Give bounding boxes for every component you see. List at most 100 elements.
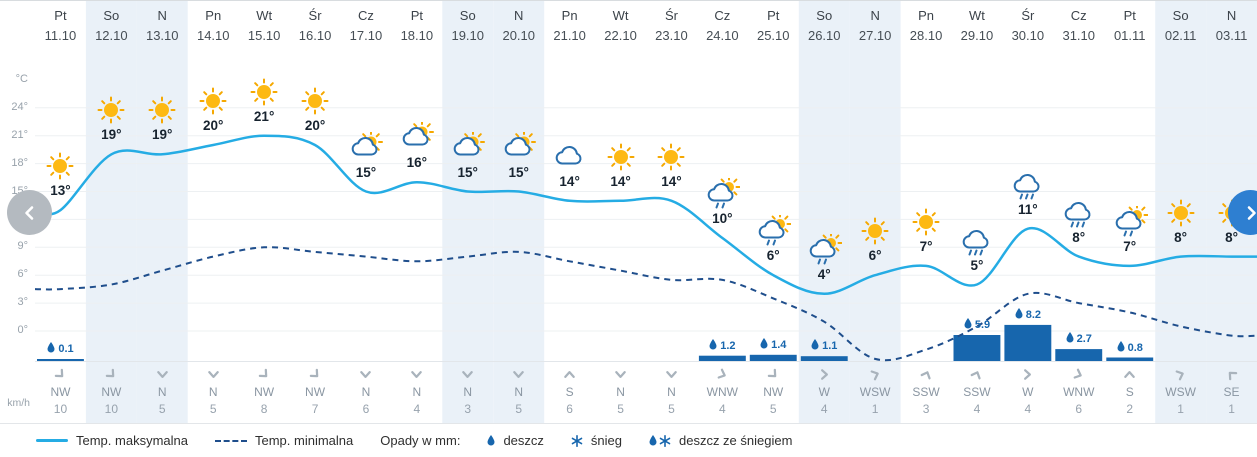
snowflake-icon bbox=[571, 434, 583, 447]
temp-tick-label: 0° bbox=[17, 324, 28, 336]
day-column-01.11[interactable]: Pt 01.11 7° 0.8 S 2 bbox=[1104, 1, 1155, 424]
wind-direction-arrow-icon bbox=[748, 367, 799, 383]
day-name: So bbox=[459, 8, 476, 23]
weather-icon-sun bbox=[1163, 197, 1199, 229]
day-column-23.10[interactable]: Śr 23.10 14° N 5 bbox=[646, 1, 697, 424]
day-column-19.10[interactable]: So 19.10 15° N 3 bbox=[442, 1, 493, 424]
day-column-16.10[interactable]: Śr 16.10 20° NW 7 bbox=[290, 1, 341, 424]
day-date: 12.10 bbox=[95, 28, 128, 43]
day-column-15.10[interactable]: Wt 15.10 21° NW 8 bbox=[239, 1, 290, 424]
day-column-18.10[interactable]: Pt 18.10 16° N 4 bbox=[391, 1, 442, 424]
day-column-20.10[interactable]: N 20.10 15° N 5 bbox=[493, 1, 544, 424]
wind-axis-unit: km/h bbox=[7, 397, 30, 409]
day-column-28.10[interactable]: Pn 28.10 7° SSW 3 bbox=[901, 1, 952, 424]
wind-direction: NW bbox=[254, 385, 275, 399]
next-button[interactable] bbox=[1228, 190, 1257, 235]
wind-speed: 5 bbox=[617, 402, 624, 416]
temp-tick-label: 3° bbox=[17, 296, 28, 309]
wind-direction-arrow-icon bbox=[188, 367, 239, 383]
day-column-27.10[interactable]: N 27.10 6° WSW 1 bbox=[850, 1, 901, 424]
wind-speed: 7 bbox=[311, 402, 319, 416]
temp-max-label: 8° bbox=[1225, 229, 1238, 245]
forecast-chart bbox=[0, 1, 1257, 429]
day-date: 27.10 bbox=[858, 28, 892, 43]
wind-direction-arrow-icon bbox=[646, 367, 697, 383]
day-column-14.10[interactable]: Pn 14.10 20° N 5 bbox=[188, 1, 239, 424]
wind-direction: WNW bbox=[706, 385, 738, 399]
precip-value: 1.4 bbox=[748, 337, 799, 351]
wind-direction-arrow-icon bbox=[239, 367, 290, 383]
wind-direction: NW bbox=[763, 385, 784, 399]
day-column-25.10[interactable]: Pt 25.10 6° 1.4 NW 5 bbox=[748, 1, 799, 424]
temp-max-label: 19° bbox=[101, 127, 122, 143]
wind-speed: 2 bbox=[1126, 402, 1134, 416]
day-name: So bbox=[1172, 8, 1189, 23]
weather-icon-sun bbox=[603, 141, 639, 173]
day-date: 26.10 bbox=[807, 28, 841, 43]
wind-speed: 4 bbox=[413, 402, 421, 416]
wind-direction: WSW bbox=[859, 385, 891, 399]
day-date: 25.10 bbox=[756, 28, 790, 43]
temp-tick-label: 21° bbox=[11, 128, 28, 141]
day-name: So bbox=[103, 8, 120, 23]
wind-speed: 10 bbox=[53, 402, 68, 416]
wind-speed: 8 bbox=[260, 402, 268, 416]
prev-button[interactable] bbox=[7, 190, 52, 235]
day-column-26.10[interactable]: So 26.10 4° 1.1 W 4 bbox=[799, 1, 850, 424]
day-name: Pt bbox=[54, 8, 67, 23]
day-column-21.10[interactable]: Pn 21.10 14° S 6 bbox=[544, 1, 595, 424]
day-name: Śr bbox=[1021, 8, 1035, 23]
temp-max-label: 14° bbox=[610, 173, 631, 189]
wind-speed: 5 bbox=[769, 402, 777, 416]
day-column-24.10[interactable]: Cz 24.10 10° 1.2 WNW 4 bbox=[697, 1, 748, 424]
day-column-13.10[interactable]: N 13.10 19° N 5 bbox=[137, 1, 188, 424]
day-date: 23.10 bbox=[655, 28, 688, 43]
rain-drop-icon bbox=[487, 435, 495, 446]
wind-direction: N bbox=[361, 385, 371, 399]
wind-speed: 6 bbox=[1075, 402, 1083, 416]
day-date: 16.10 bbox=[298, 28, 332, 43]
precip-value: 1.2 bbox=[697, 338, 748, 352]
wind-speed: 5 bbox=[209, 402, 217, 416]
wind-direction: W bbox=[818, 385, 830, 399]
precip-value: 0.1 bbox=[35, 342, 86, 355]
wind-direction-arrow-icon bbox=[1002, 367, 1053, 383]
wind-info: NW 10 bbox=[86, 367, 137, 416]
precip-value: 0.8 bbox=[1104, 340, 1155, 354]
wind-direction-arrow-icon bbox=[1053, 367, 1104, 383]
day-date: 29.10 bbox=[960, 28, 994, 43]
wind-info: WSW 1 bbox=[850, 367, 901, 416]
day-date: 13.10 bbox=[145, 28, 179, 43]
day-column-02.11[interactable]: So 02.11 8° WSW 1 bbox=[1155, 1, 1206, 424]
wind-direction-arrow-icon bbox=[86, 367, 137, 383]
day-name: Pt bbox=[1123, 8, 1136, 23]
legend-max-temp-label: Temp. maksymalna bbox=[76, 433, 188, 448]
day-column-12.10[interactable]: So 12.10 19° NW 10 bbox=[86, 1, 137, 424]
temp-max-label: 19° bbox=[152, 127, 173, 143]
weather-icon-sun bbox=[653, 141, 689, 173]
wind-speed: 4 bbox=[973, 402, 981, 416]
wind-direction: N bbox=[463, 385, 473, 399]
weather-icon-rain bbox=[1061, 197, 1097, 229]
day-column-22.10[interactable]: Wt 22.10 14° N 5 bbox=[595, 1, 646, 424]
day-date: 14.10 bbox=[196, 28, 230, 43]
day-date: 24.10 bbox=[706, 28, 739, 43]
wind-speed: 3 bbox=[922, 402, 930, 416]
wind-direction: WNW bbox=[1063, 385, 1095, 399]
weather-icon-sun bbox=[144, 94, 180, 126]
day-column-30.10[interactable]: Śr 30.10 11° 8.2 W 4 bbox=[1002, 1, 1053, 424]
day-column-31.10[interactable]: Cz 31.10 8° 2.7 WNW 6 bbox=[1053, 1, 1104, 424]
wind-speed: 6 bbox=[362, 402, 370, 416]
day-name: Cz bbox=[714, 8, 731, 23]
temp-axis-unit: °C bbox=[15, 73, 28, 85]
day-column-11.10[interactable]: Pt 11.10 13° 0.1 NW 10 bbox=[35, 1, 86, 424]
day-column-29.10[interactable]: Wt 29.10 5° 5.9 SSW 4 bbox=[952, 1, 1003, 424]
wind-direction: SE bbox=[1223, 385, 1240, 399]
day-column-17.10[interactable]: Cz 17.10 15° N 6 bbox=[341, 1, 392, 424]
weather-icon-sun bbox=[297, 85, 333, 117]
